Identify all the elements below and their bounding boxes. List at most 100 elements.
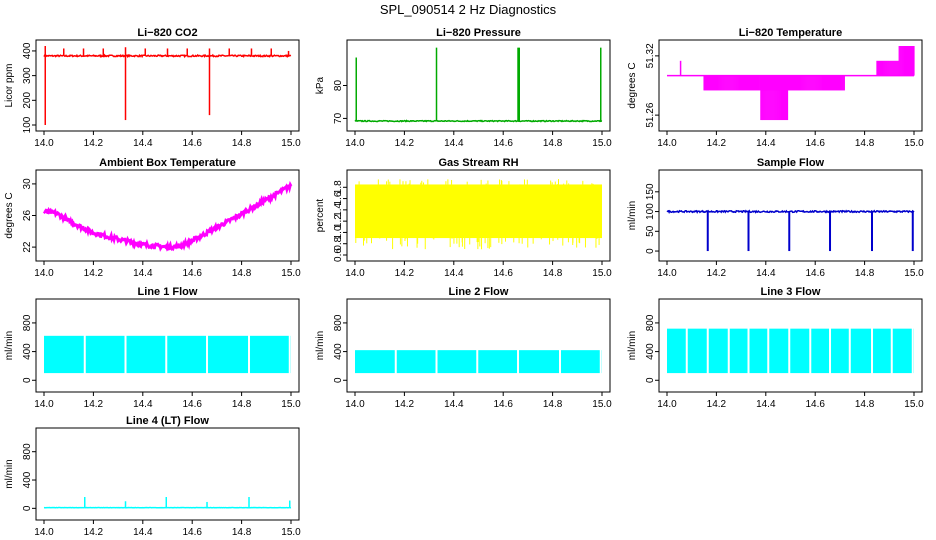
x-tick-label: 14.8 [543,138,563,149]
panel-6: Sample Flow 14.0 14.2 14.4 14.6 14.8 15.0 0 50 10… [627,157,924,279]
panel-title: Line 3 Flow [761,286,821,298]
y-tick-label: 1.0 [333,225,344,239]
series-gap [871,327,874,375]
series-gap [288,334,291,375]
series-gap [517,349,520,375]
series-gap [747,327,750,375]
series-gap [727,327,730,375]
y-tick-label: 70 [333,112,344,124]
x-tick-label: 14.6 [493,268,513,279]
series-line [43,53,292,59]
series-gap [165,334,168,375]
y-tick-label: 100 [22,116,33,133]
x-tick-label: 14.2 [395,399,415,410]
x-tick-label: 14.6 [182,527,202,538]
panel-8: Line 2 Flow 14.0 14.2 14.4 14.6 14.8 15.0 0 400 8… [315,286,612,410]
panel-title: Gas Stream RH [438,157,518,169]
y-tick-label: 51.32 [645,43,656,68]
x-tick-label: 14.0 [345,268,365,279]
y-tick-label: 80 [333,80,344,92]
series-gap [124,334,127,375]
y-axis-label: kPa [315,76,326,94]
x-tick-label: 14.8 [543,399,563,410]
panel-7: Line 1 Flow 14.0 14.2 14.4 14.6 14.8 15.0 0 400 8… [4,286,301,410]
panel-3: Li−820 Temperature 14.0 14.2 14.4 14.6 14.8 15… [627,27,924,149]
series-line [354,119,603,123]
x-tick-label: 15.0 [281,527,301,538]
panel-2: Li−820 Pressure 14.0 14.2 14.4 14.6 14.8 15.0 7… [315,27,612,149]
x-tick-label: 15.0 [904,399,924,410]
x-tick-label: 14.4 [133,268,153,279]
series-gap [685,327,688,375]
plot-frame [35,298,300,393]
x-tick-label: 14.4 [444,399,464,410]
y-axis-label: ml/min [627,201,638,230]
y-tick-label: 0 [22,505,33,511]
panel-title: Li−820 Pressure [436,27,521,39]
series-gap [206,334,209,375]
series-line [666,209,915,215]
series-band [355,350,602,374]
y-tick-label: 800 [645,314,656,331]
y-tick-label: 1.4 [333,202,344,216]
series-gap [829,327,832,375]
y-tick-label: 22 [22,241,33,253]
panel-title: Ambient Box Temperature [99,157,236,169]
series-10 [43,497,292,509]
panel-4: Ambient Box Temperature 14.0 14.2 14.4 14.6 1… [4,157,301,279]
series-gap [809,327,812,375]
y-tick-label: 50 [645,225,656,237]
y-tick-label: 51.26 [645,102,656,127]
panel-10: Line 4 (LT) Flow 14.0 14.2 14.4 14.6 14.8 15.0… [4,415,301,538]
y-axis-label: ml/min [315,331,326,360]
x-tick-label: 14.0 [657,399,677,410]
panel-title: Line 2 Flow [449,286,509,298]
x-tick-label: 14.8 [232,268,252,279]
x-tick-label: 14.0 [34,138,54,149]
y-tick-label: 1.6 [333,191,344,205]
x-tick-label: 14.0 [345,138,365,149]
x-tick-label: 15.0 [592,268,612,279]
x-tick-label: 14.2 [707,138,727,149]
x-tick-label: 14.2 [707,399,727,410]
series-8 [355,349,602,375]
y-tick-label: 400 [22,42,33,59]
series-6 [666,209,915,252]
y-tick-label: 26 [22,210,33,222]
x-tick-label: 14.4 [133,138,153,149]
x-tick-label: 14.4 [133,527,153,538]
series-2 [354,47,603,123]
x-tick-label: 14.8 [232,527,252,538]
x-tick-label: 15.0 [592,399,612,410]
series-gap [435,349,438,375]
x-tick-label: 14.8 [232,399,252,410]
y-tick-label: 300 [22,67,33,84]
series-band [44,335,291,374]
x-tick-label: 14.0 [345,399,365,410]
x-tick-label: 14.4 [756,268,776,279]
plot-frame [658,39,923,132]
series-9 [667,327,914,375]
y-tick-label: 0 [645,377,656,383]
y-axis-label: ml/min [627,331,638,360]
y-tick-label: 400 [22,343,33,360]
series-1 [43,46,292,125]
panel-title: Li−820 CO2 [137,27,197,39]
x-tick-label: 14.4 [756,138,776,149]
x-tick-label: 14.6 [805,399,825,410]
y-tick-label: 150 [645,183,656,200]
x-tick-label: 14.6 [182,268,202,279]
y-axis-label: ml/min [4,459,15,488]
x-tick-label: 14.2 [395,138,415,149]
series-line [42,180,293,252]
series-gap [767,327,770,375]
series-gap [911,327,914,375]
x-tick-label: 14.8 [855,138,875,149]
plot-frame [346,298,611,393]
y-tick-label: 400 [333,343,344,360]
y-tick-label: 0 [333,377,344,383]
y-axis-label: Licor ppm [4,64,15,108]
panel-5: Gas Stream RH 14.0 14.2 14.4 14.6 14.8 15.0 0.6… [315,157,612,279]
x-tick-label: 14.2 [84,527,104,538]
x-tick-label: 15.0 [281,399,301,410]
